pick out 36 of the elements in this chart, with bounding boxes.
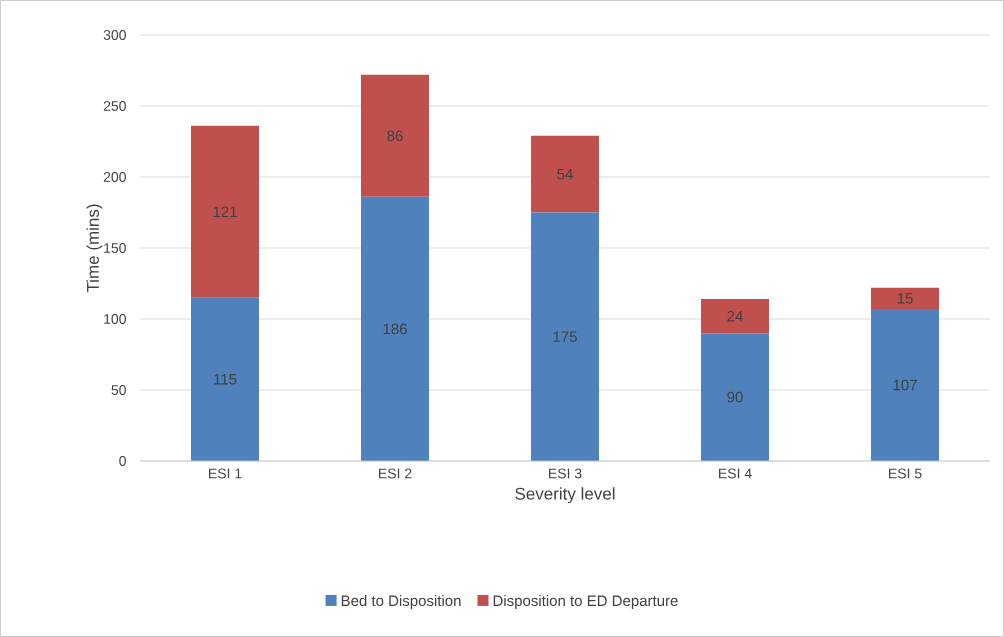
data-label: 107 bbox=[893, 379, 917, 391]
data-label: 24 bbox=[727, 310, 743, 322]
bar bbox=[871, 309, 940, 461]
x-axis-title: Severity level bbox=[515, 487, 615, 504]
y-tick-label: 50 bbox=[111, 385, 126, 395]
y-axis-title: Time (mins) bbox=[86, 204, 103, 293]
data-label: 86 bbox=[387, 130, 403, 142]
y-tick-label: 250 bbox=[103, 101, 126, 111]
bar bbox=[191, 297, 260, 461]
data-label: 54 bbox=[557, 168, 573, 180]
x-tick-label: ESI 3 bbox=[549, 468, 582, 479]
x-tick-label: ESI 4 bbox=[719, 468, 752, 479]
x-tick-label: ESI 1 bbox=[209, 468, 242, 479]
data-label: 121 bbox=[213, 206, 237, 218]
x-tick-label: ESI 5 bbox=[889, 468, 922, 479]
data-label: 186 bbox=[383, 323, 407, 335]
bar bbox=[701, 299, 770, 334]
bar bbox=[361, 196, 430, 461]
bar bbox=[701, 333, 770, 461]
data-label: 15 bbox=[897, 293, 913, 304]
y-tick-label: 150 bbox=[104, 243, 126, 253]
data-label: 175 bbox=[553, 331, 577, 342]
bar bbox=[361, 74, 430, 197]
y-tick-label: 300 bbox=[103, 30, 126, 40]
bar bbox=[531, 212, 600, 461]
bar bbox=[871, 287, 940, 310]
x-tick-label: ESI 2 bbox=[379, 468, 412, 479]
y-tick-label: 200 bbox=[103, 172, 126, 182]
bar bbox=[191, 125, 260, 298]
legend-label: Disposition to ED Departure bbox=[493, 595, 678, 610]
data-label: 90 bbox=[727, 391, 743, 403]
data-label: 115 bbox=[214, 374, 237, 385]
legend-label: Bed to Disposition bbox=[341, 595, 461, 610]
bar bbox=[531, 135, 600, 213]
y-tick-label: 0 bbox=[119, 456, 126, 466]
y-tick-label: 100 bbox=[104, 314, 126, 324]
